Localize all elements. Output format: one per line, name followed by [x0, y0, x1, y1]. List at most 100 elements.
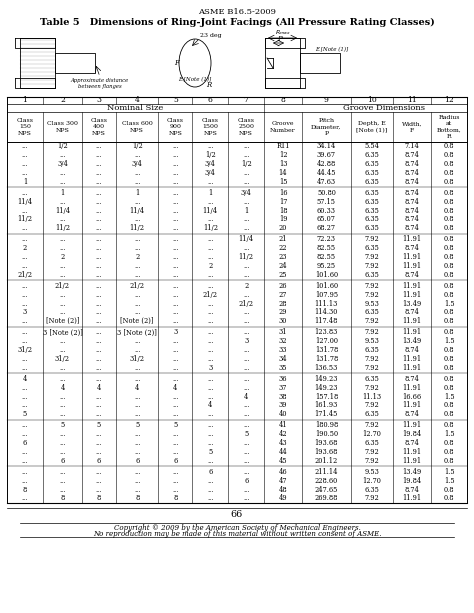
Text: [Note (2)]: [Note (2)]: [46, 317, 79, 325]
Text: ...: ...: [243, 485, 249, 493]
Text: 3/4: 3/4: [205, 160, 216, 168]
Text: ...: ...: [207, 235, 213, 243]
Text: 19.84: 19.84: [402, 477, 422, 485]
Text: 7.92: 7.92: [365, 402, 380, 409]
Text: 7.92: 7.92: [365, 355, 380, 363]
Text: 6: 6: [173, 457, 177, 465]
Text: 4: 4: [173, 384, 178, 392]
Text: ...: ...: [134, 291, 140, 299]
Text: 23: 23: [279, 253, 287, 261]
Text: ...: ...: [207, 282, 213, 290]
Text: ...: ...: [134, 244, 140, 252]
Text: 0.8: 0.8: [444, 457, 454, 465]
Text: 6: 6: [97, 457, 101, 465]
Text: ...: ...: [96, 329, 102, 337]
Text: 2: 2: [60, 253, 64, 261]
Text: 11/4: 11/4: [129, 207, 145, 215]
Text: 12: 12: [279, 151, 287, 159]
Text: 1.5: 1.5: [444, 477, 455, 485]
Text: ...: ...: [243, 346, 249, 354]
Text: ...: ...: [134, 169, 140, 177]
Text: 6.35: 6.35: [365, 224, 380, 232]
Text: 5: 5: [23, 410, 27, 418]
Text: 0.8: 0.8: [444, 142, 454, 150]
Text: ...: ...: [207, 300, 213, 308]
Text: 211.14: 211.14: [315, 468, 338, 476]
Text: 1.5: 1.5: [444, 392, 455, 400]
Text: 2: 2: [208, 262, 212, 270]
Text: 0.8: 0.8: [444, 375, 454, 383]
Text: ...: ...: [243, 468, 249, 476]
Text: 22: 22: [279, 244, 287, 252]
Text: Pitch
Diameter,
P: Pitch Diameter, P: [311, 118, 342, 135]
Text: 1: 1: [23, 178, 27, 186]
Text: 82.55: 82.55: [317, 244, 336, 252]
Text: 7.92: 7.92: [365, 457, 380, 465]
Text: 1/2: 1/2: [57, 142, 68, 150]
Text: ...: ...: [96, 198, 102, 206]
Text: ...: ...: [172, 300, 179, 308]
Text: ...: ...: [96, 262, 102, 270]
Text: ...: ...: [207, 392, 213, 400]
Text: 11: 11: [407, 96, 417, 104]
Text: ...: ...: [243, 169, 249, 177]
Text: 6.35: 6.35: [365, 375, 380, 383]
Text: 2: 2: [244, 282, 248, 290]
Text: ...: ...: [207, 244, 213, 252]
Text: ...: ...: [243, 262, 249, 270]
Text: ...: ...: [59, 375, 65, 383]
Text: 0.8: 0.8: [444, 384, 454, 392]
Text: ...: ...: [172, 262, 179, 270]
Text: $R_{max}$: $R_{max}$: [274, 29, 291, 37]
Text: 3: 3: [173, 329, 177, 337]
Text: ...: ...: [96, 375, 102, 383]
Text: 8: 8: [135, 494, 139, 502]
Text: 48: 48: [279, 485, 287, 493]
Text: 5: 5: [97, 421, 101, 429]
Text: 47.63: 47.63: [317, 178, 336, 186]
Text: ...: ...: [243, 151, 249, 159]
Text: 4: 4: [244, 392, 248, 400]
Text: ...: ...: [172, 244, 179, 252]
Text: ...: ...: [243, 421, 249, 429]
Text: ...: ...: [59, 485, 65, 493]
Text: Groove
Number: Groove Number: [270, 121, 296, 132]
Text: ...: ...: [134, 262, 140, 270]
Text: ...: ...: [22, 262, 28, 270]
Text: ...: ...: [134, 364, 140, 371]
Text: 5.54: 5.54: [365, 142, 380, 150]
Text: ...: ...: [22, 384, 28, 392]
Text: 11/2: 11/2: [203, 224, 218, 232]
Text: P: P: [277, 35, 282, 43]
Text: ...: ...: [134, 485, 140, 493]
Text: 11.91: 11.91: [402, 291, 422, 299]
Text: ...: ...: [172, 198, 179, 206]
Text: ...: ...: [22, 402, 28, 409]
Text: ...: ...: [207, 253, 213, 261]
Text: 23 deg: 23 deg: [200, 32, 222, 37]
Text: ...: ...: [243, 402, 249, 409]
Text: 7.92: 7.92: [365, 448, 380, 456]
Text: 180.98: 180.98: [315, 421, 338, 429]
Text: ...: ...: [22, 282, 28, 290]
Text: ...: ...: [134, 477, 140, 485]
Text: ...: ...: [22, 291, 28, 299]
Text: 2: 2: [23, 244, 27, 252]
Text: ...: ...: [96, 215, 102, 223]
Text: 247.65: 247.65: [315, 485, 338, 493]
Text: 0.8: 0.8: [444, 364, 454, 371]
Text: ...: ...: [59, 402, 65, 409]
Text: ...: ...: [59, 262, 65, 270]
Text: 33: 33: [279, 346, 287, 354]
Text: 8.74: 8.74: [405, 375, 419, 383]
Text: 21: 21: [279, 235, 287, 243]
Text: 8.74: 8.74: [405, 270, 419, 278]
Text: Class 300
NPS: Class 300 NPS: [47, 121, 78, 132]
Text: ...: ...: [207, 384, 213, 392]
Text: 0.8: 0.8: [444, 198, 454, 206]
Text: 11/4: 11/4: [203, 207, 218, 215]
Text: ...: ...: [22, 142, 28, 150]
Text: 3/4: 3/4: [205, 169, 216, 177]
Text: 18: 18: [279, 207, 287, 215]
Text: 31: 31: [279, 329, 287, 337]
